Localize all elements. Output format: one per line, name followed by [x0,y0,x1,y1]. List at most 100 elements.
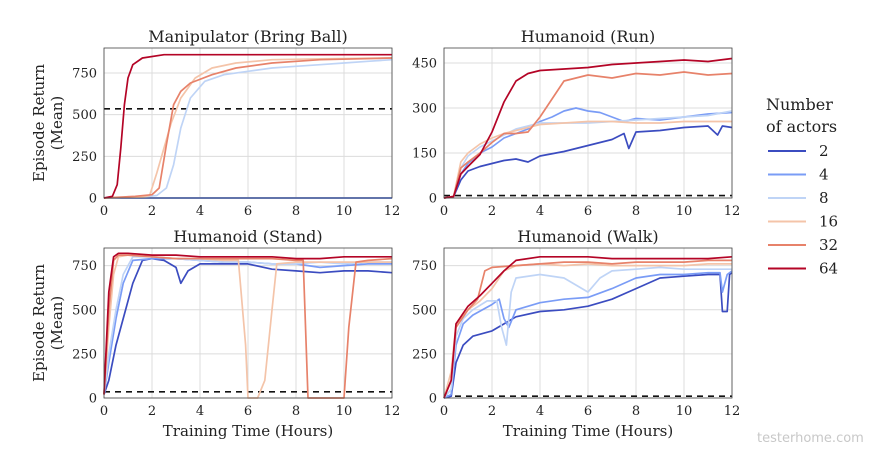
x-tick-label: 4 [196,204,204,219]
series-line-2-actors [443,272,733,399]
y-axis-label: Episode Return (Mean) [30,64,66,182]
x-tick-label: 8 [632,404,640,419]
legend-label: 32 [819,236,838,254]
subplot-title: Humanoid (Stand) [173,227,322,246]
x-tick-label: 8 [292,204,300,219]
legend-items: 2 4 8 16 32 64 [768,142,838,278]
subplot-3: 0 2 4 6 8 10 12 0 250 500 750 Humanoid (Stand) Train… [30,227,400,440]
y-tick-label: 750 [412,259,437,274]
y-tick-label: 0 [429,392,437,407]
y-tick-label: 250 [72,347,97,362]
x-tick-label: 10 [336,204,353,219]
legend-label: 16 [819,213,838,231]
y-tick-label: 250 [72,150,97,165]
series-line-8-actors [443,266,732,399]
legend-item: 32 [768,236,838,254]
x-tick-label: 2 [148,404,156,419]
legend-item: 16 [768,213,838,231]
plot-frame [103,47,393,199]
x-axis-label: Training Time (Hours) [163,422,333,440]
x-tick-label: 10 [676,204,693,219]
y-axis-label: Episode Return (Mean) [30,264,66,382]
legend-label: 2 [819,142,829,160]
legend-title-line-1: Number [766,95,833,114]
x-tick-label: 8 [292,404,300,419]
x-tick-label: 6 [244,404,252,419]
x-tick-label: 8 [632,204,640,219]
plot-frame [443,247,733,399]
legend-label: 4 [819,166,829,184]
y-tick-label: 750 [72,259,97,274]
x-tick-label: 2 [488,404,496,419]
subplot-title: Humanoid (Run) [521,27,656,46]
series-line-32-actors [443,259,732,399]
y-tick-label: 150 [412,147,437,162]
legend-item: 2 [768,142,829,160]
series-line-2-actors [443,125,733,199]
y-tick-label: 0 [429,192,437,207]
x-tick-label: 12 [384,204,401,219]
x-tick-label: 4 [536,204,544,219]
x-tick-label: 12 [724,404,741,419]
series-line-32-actors [103,254,393,399]
y-tick-label: 450 [412,57,437,72]
x-tick-label: 6 [584,404,592,419]
x-tick-label: 0 [100,204,108,219]
y-tick-label: 750 [72,67,97,82]
series-line-2-actors [103,257,393,395]
y-tick-label: 500 [72,303,97,318]
x-tick-label: 6 [584,204,592,219]
series-line-64-actors [443,57,733,199]
series-line-16-actors [443,120,732,199]
y-tick-label: 500 [412,303,437,318]
legend-label: 8 [819,189,829,207]
series-line-64-actors [103,53,392,199]
x-tick-label: 2 [488,204,496,219]
legend: Number of actors 2 4 8 16 32 64 [766,95,838,278]
series-line-8-actors [103,255,392,395]
y-tick-label: 300 [412,102,437,117]
x-tick-label: 12 [724,204,741,219]
legend-item: 8 [768,189,829,207]
plot-frame [443,47,733,199]
plot-frame [103,247,393,399]
x-tick-label: 0 [440,404,448,419]
y-tick-label: 250 [412,347,437,362]
y-axis-label-line-1: Episode Return [30,264,48,382]
series-line-8-actors [103,58,393,199]
series-line-32-actors [443,71,733,199]
subplot-1: 0 2 4 6 8 10 12 0 250 500 750 Manipulator (Bring Ba… [30,27,400,219]
legend-title-line-2: of actors [766,117,837,136]
y-axis-label-line-2: (Mean) [48,296,66,351]
x-tick-label: 4 [536,404,544,419]
legend-label: 64 [819,260,838,278]
legend-item: 4 [768,166,829,184]
subplot-title: Humanoid (Walk) [517,227,658,246]
subplot-2: 0 2 4 6 8 10 12 0 150 300 450 Humanoid (Run) [412,27,740,219]
x-tick-label: 4 [196,404,204,419]
x-tick-label: 12 [384,404,401,419]
series-line-4-actors [443,270,733,399]
series-line-64-actors [443,255,733,399]
x-tick-label: 2 [148,204,156,219]
y-tick-label: 500 [72,108,97,123]
series-line-32-actors [103,57,393,199]
legend-item: 64 [768,260,838,278]
x-tick-label: 0 [100,404,108,419]
series-line-64-actors [103,252,392,395]
y-tick-label: 0 [89,192,97,207]
subplot-4: 0 2 4 6 8 10 12 0 250 500 750 Humanoid (Walk) Traini… [412,227,740,440]
x-tick-label: 10 [336,404,353,419]
x-tick-label: 0 [440,204,448,219]
y-axis-label-line-2: (Mean) [48,96,66,151]
watermark: testerhome.com [757,431,864,446]
y-axis-label-line-1: Episode Return [30,64,48,182]
subplot-title: Manipulator (Bring Ball) [148,27,348,46]
x-tick-label: 10 [676,404,693,419]
series-line-16-actors [103,254,392,399]
subplots: 0 2 4 6 8 10 12 0 250 500 750 Manipulator (Bring Ba… [30,27,740,440]
x-axis-label: Training Time (Hours) [503,422,673,440]
y-tick-label: 0 [89,392,97,407]
x-tick-label: 6 [244,204,252,219]
